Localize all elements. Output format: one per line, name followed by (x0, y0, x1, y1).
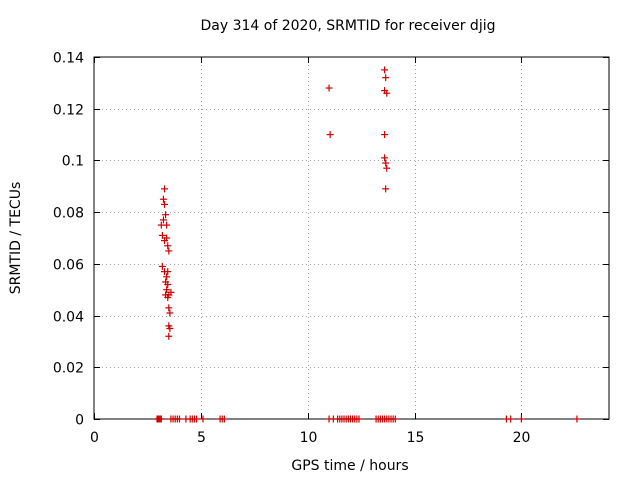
data-point (573, 415, 581, 423)
x-tick-label: 15 (407, 430, 425, 446)
data-point (163, 273, 171, 281)
data-point (382, 185, 390, 193)
chart-title: Day 314 of 2020, SRMTID for receiver dji… (201, 18, 496, 34)
data-point (383, 89, 391, 97)
data-point (163, 234, 171, 242)
data-point (161, 185, 169, 193)
data-point (382, 74, 390, 82)
data-point (517, 415, 525, 423)
data-point (164, 242, 172, 250)
data-points (153, 66, 581, 423)
x-tick-label: 20 (513, 430, 531, 446)
plot-frame (93, 56, 610, 420)
data-point (162, 211, 170, 219)
data-point (166, 309, 174, 317)
grid (94, 57, 609, 419)
data-point (159, 216, 167, 224)
x-axis-label: GPS time / hours (291, 458, 408, 474)
data-point (193, 415, 201, 423)
data-point (161, 200, 169, 208)
data-point (166, 325, 174, 332)
y-tick-label: 0.02 (53, 361, 84, 377)
y-tick-label: 0 (75, 413, 84, 429)
x-tick-label: 0 (90, 430, 99, 446)
y-tick-label: 0.04 (53, 310, 84, 326)
y-tick-label: 0.1 (62, 154, 84, 170)
data-point (220, 415, 228, 423)
data-point (199, 415, 207, 423)
tick-labels: 0 0.02 0.04 0.06 0.08 0.1 0.12 0.14 0 5 10 15 20 (53, 51, 531, 447)
data-point (381, 131, 389, 139)
data-point (157, 415, 165, 423)
data-point (355, 415, 363, 423)
data-point (165, 304, 173, 312)
axis-ticks (94, 57, 609, 420)
data-point (158, 262, 166, 270)
x-tick-label: 10 (300, 430, 318, 446)
y-tick-label: 0.12 (53, 103, 84, 119)
data-point (164, 281, 172, 289)
x-tick-label: 5 (197, 430, 206, 446)
y-tick-label: 0.08 (53, 206, 84, 222)
data-point (507, 415, 515, 423)
y-tick-label: 0.06 (53, 258, 84, 274)
data-point (383, 164, 391, 172)
data-point (167, 288, 175, 296)
data-point (165, 332, 173, 340)
y-tick-label: 0.14 (53, 51, 84, 67)
data-point (381, 66, 389, 74)
data-point (391, 415, 399, 423)
y-axis-label: SRMTID / TECUs (8, 182, 24, 295)
data-point (159, 195, 167, 203)
data-point (165, 247, 173, 255)
data-point (381, 154, 389, 162)
data-point (163, 286, 171, 294)
data-point (163, 221, 171, 229)
data-point (382, 159, 390, 167)
data-point (175, 415, 183, 423)
data-point (326, 131, 334, 139)
data-point (325, 84, 333, 92)
data-point (164, 268, 172, 276)
data-point (158, 231, 166, 239)
